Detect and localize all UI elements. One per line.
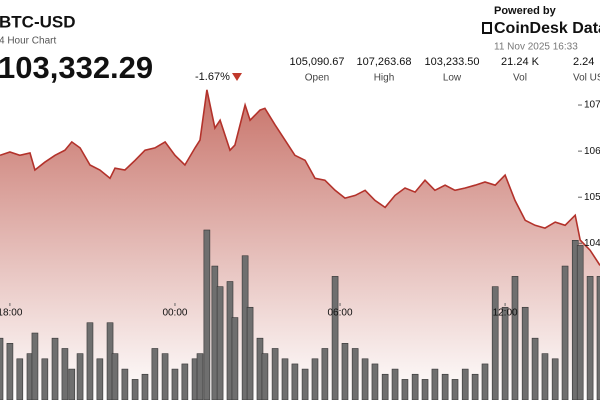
volume-bar	[451, 379, 459, 400]
volume-bar	[531, 337, 539, 400]
volume-bar	[51, 337, 59, 400]
volume-bar	[141, 373, 149, 400]
stat-value: 107,263.68	[356, 56, 411, 68]
volume-bar	[171, 368, 179, 400]
down-arrow	[232, 73, 242, 81]
stat-value: 103,233.50	[424, 56, 479, 68]
x-tick-label: 18:00	[0, 308, 23, 319]
stat-value: 105,090.67	[289, 56, 344, 68]
volume-bar	[471, 373, 479, 400]
volume-bar	[461, 368, 469, 400]
subtitle: 4 Hour Chart	[0, 36, 56, 47]
volume-bar	[301, 368, 309, 400]
volume-bar	[521, 306, 529, 400]
volume-bar	[551, 358, 559, 400]
volume-bar	[31, 332, 39, 400]
volume-bar	[371, 363, 379, 400]
volume-bar	[511, 276, 519, 400]
volume-bar	[151, 348, 159, 400]
stat-label: Vol US	[573, 73, 600, 84]
volume-bar	[381, 373, 389, 400]
volume-bar	[76, 353, 84, 400]
volume-bar	[281, 358, 289, 400]
powered-by: Powered by	[494, 5, 557, 17]
volume-bar	[311, 358, 319, 400]
volume-bar	[216, 286, 224, 400]
symbol: BTC-USD	[0, 12, 76, 31]
volume-bar	[331, 276, 339, 400]
volume-bar	[341, 343, 349, 400]
volume-bar	[441, 373, 449, 400]
volume-bar	[68, 368, 76, 400]
volume-bar	[361, 358, 369, 400]
volume-bar	[431, 368, 439, 400]
volume-bar	[576, 245, 584, 400]
price-line	[0, 89, 600, 266]
volume-bar	[401, 379, 409, 400]
volume-bar	[6, 343, 14, 400]
volume-bar	[131, 379, 139, 400]
volume-bar	[271, 348, 279, 400]
volume-bar	[96, 358, 104, 400]
volume-bar	[391, 368, 399, 400]
volume-bar	[16, 358, 24, 400]
volume-bar	[351, 348, 359, 400]
volume-bar	[121, 368, 129, 400]
y-tick-label: 105	[584, 192, 600, 203]
stat-label: Open	[305, 73, 329, 84]
stat-value: 2.24	[573, 56, 594, 68]
volume-bar	[481, 363, 489, 400]
timestamp: 11 Nov 2025 16:33	[494, 42, 578, 53]
x-tick-label: 06:00	[328, 308, 353, 319]
x-tick-label: 00:00	[162, 308, 187, 319]
volume-bar	[246, 306, 254, 400]
volume-bar	[561, 265, 569, 400]
price: 103,332.29	[0, 50, 153, 85]
volume-bar	[161, 353, 169, 400]
stat-label: Vol	[513, 73, 527, 84]
brand-logo	[482, 22, 492, 34]
y-tick-label: 106	[584, 146, 600, 157]
volume-bar	[41, 358, 49, 400]
volume-bar	[541, 353, 549, 400]
brand: CoinDesk Data	[494, 20, 600, 37]
y-tick-label: 104	[584, 238, 600, 249]
volume-bar	[501, 306, 509, 400]
stat-label: Low	[443, 73, 462, 84]
stat-value: 21.24 K	[501, 56, 540, 68]
volume-bar	[261, 353, 269, 400]
volume-bar	[586, 276, 594, 400]
volume-bar	[231, 317, 239, 400]
volume-bar	[86, 322, 94, 400]
volume-bar	[291, 363, 299, 400]
stat-label: High	[374, 73, 395, 84]
volume-bar	[196, 353, 204, 400]
volume-bar	[203, 229, 211, 400]
volume-bar	[596, 276, 600, 400]
stats: 105,090.67 Open 107,263.68 High 103,233.50 Lo…	[289, 56, 600, 84]
volume-bar	[321, 348, 329, 400]
volume-bar	[411, 373, 419, 400]
volume-bar	[61, 348, 69, 400]
volume-bar	[111, 353, 119, 400]
volume-bar	[491, 286, 499, 400]
volume-bar	[421, 379, 429, 400]
price-area	[0, 89, 600, 400]
x-tick-label: 12:00	[493, 308, 518, 319]
volume-bar	[0, 337, 4, 400]
plot-area: 104 105 106 107 18:00 00:00 06:00 12:00	[0, 89, 600, 400]
change: -1.67%	[195, 71, 230, 83]
y-tick-label: 107	[584, 100, 600, 111]
volume-bar	[181, 363, 189, 400]
